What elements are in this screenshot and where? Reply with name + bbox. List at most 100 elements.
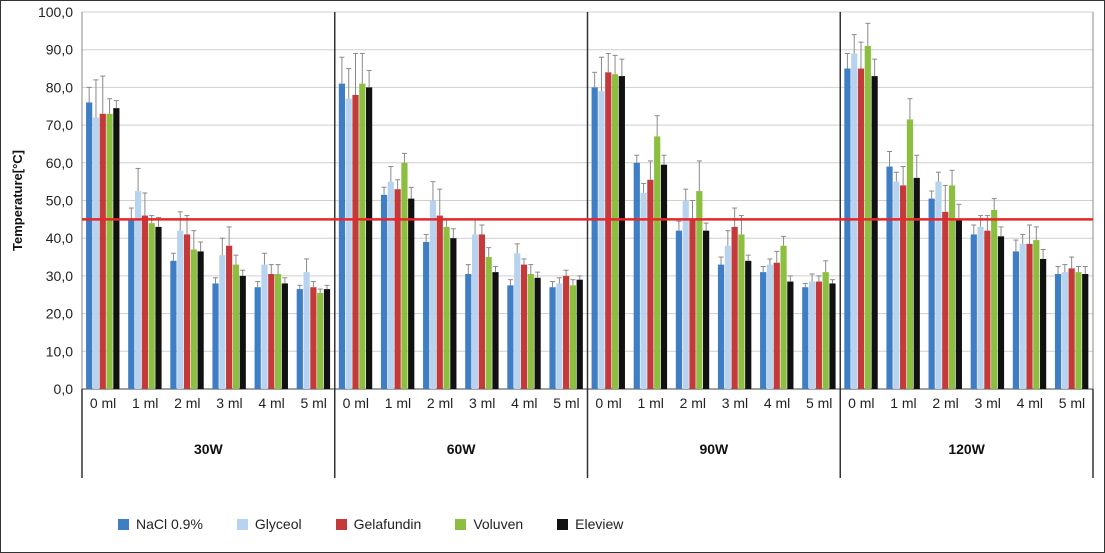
y-tick-label: 0,0 [54, 381, 74, 397]
bar [675, 230, 683, 389]
bar [1075, 272, 1082, 389]
chart-legend: NaCl 0.9% Glyceol Gelafundin Voluven Eleview [118, 514, 657, 534]
bar [696, 191, 703, 389]
y-tick-label: 30,0 [46, 268, 73, 284]
bar [408, 198, 415, 389]
bar [296, 289, 303, 389]
x-tick-label: 2 ml [680, 395, 706, 411]
bar [563, 275, 570, 389]
bar [808, 281, 816, 389]
bar [485, 257, 492, 389]
bar [514, 253, 521, 389]
bar [366, 87, 373, 390]
bar [977, 226, 984, 389]
bar [970, 234, 977, 389]
bar [569, 285, 577, 389]
y-tick-label: 80,0 [46, 79, 73, 95]
bar [1033, 240, 1040, 389]
y-tick-label: 20,0 [46, 306, 73, 322]
y-axis-title: Temperature[°C] [10, 150, 25, 251]
bar [303, 272, 310, 389]
bar [766, 264, 774, 389]
group-label: 60W [447, 441, 477, 457]
bar [802, 287, 809, 389]
bar [359, 83, 366, 389]
bar [844, 68, 851, 390]
bar [134, 191, 142, 389]
bar [345, 98, 352, 390]
y-tick-label: 90,0 [46, 42, 73, 58]
x-tick-label: 5 ml [1059, 395, 1085, 411]
x-tick-label: 1 ml [385, 395, 411, 411]
group-label: 120W [948, 441, 985, 457]
bar [323, 289, 331, 389]
bar [401, 162, 408, 389]
bar [113, 108, 120, 389]
x-tick-label: 5 ml [806, 395, 832, 411]
bar [443, 226, 450, 389]
bar [935, 181, 942, 389]
x-tick-label: 0 ml [848, 395, 874, 411]
bar [611, 74, 619, 389]
bar [598, 91, 605, 390]
y-tick-label: 70,0 [46, 117, 73, 133]
bar [183, 234, 191, 389]
legend-item: Eleview [557, 516, 623, 532]
bar [226, 245, 233, 389]
bar [86, 102, 93, 389]
bar [549, 287, 556, 389]
bar [177, 230, 184, 389]
bar [197, 251, 204, 389]
bar [423, 241, 430, 389]
legend-swatch [557, 518, 569, 530]
bar [660, 164, 668, 389]
bar [991, 209, 998, 389]
legend-swatch [335, 518, 347, 530]
legend-label: Gelafundin [353, 516, 422, 532]
bar [822, 272, 829, 389]
bar [857, 68, 865, 390]
x-tick-label: 2 ml [174, 395, 200, 411]
bar [780, 245, 787, 389]
legend-item: Gelafundin [335, 516, 422, 532]
legend-swatch [118, 518, 129, 530]
x-tick-label: 2 ml [427, 395, 453, 411]
bar [886, 166, 893, 389]
bar [633, 162, 640, 389]
bar [724, 245, 731, 389]
bar [913, 177, 920, 389]
bar [1019, 243, 1026, 389]
bar [268, 274, 275, 389]
bar [647, 179, 654, 389]
bar [155, 226, 162, 389]
x-tick-label: 2 ml [932, 395, 958, 411]
bar [1061, 272, 1068, 389]
bar [984, 230, 991, 389]
bar [689, 219, 696, 389]
bar [239, 275, 246, 389]
x-tick-label: 4 ml [258, 395, 284, 411]
bar [527, 274, 534, 389]
bar [92, 117, 100, 389]
bar [948, 185, 956, 389]
bar [717, 264, 725, 389]
bar [773, 262, 780, 389]
legend-item: Glyceol [236, 516, 302, 532]
bar [556, 283, 563, 389]
bar [745, 260, 752, 389]
bar [871, 76, 878, 389]
legend-swatch [455, 518, 467, 530]
bar [893, 181, 900, 389]
bar [928, 198, 935, 389]
bar [478, 234, 485, 389]
bar [212, 283, 219, 389]
x-tick-label: 3 ml [216, 395, 242, 411]
bar [394, 189, 401, 389]
bar [352, 94, 359, 389]
bar [591, 87, 598, 390]
x-tick-label: 5 ml [300, 395, 326, 411]
x-tick-label: 3 ml [722, 395, 748, 411]
group-label: 30W [194, 441, 224, 457]
bar [232, 264, 240, 389]
